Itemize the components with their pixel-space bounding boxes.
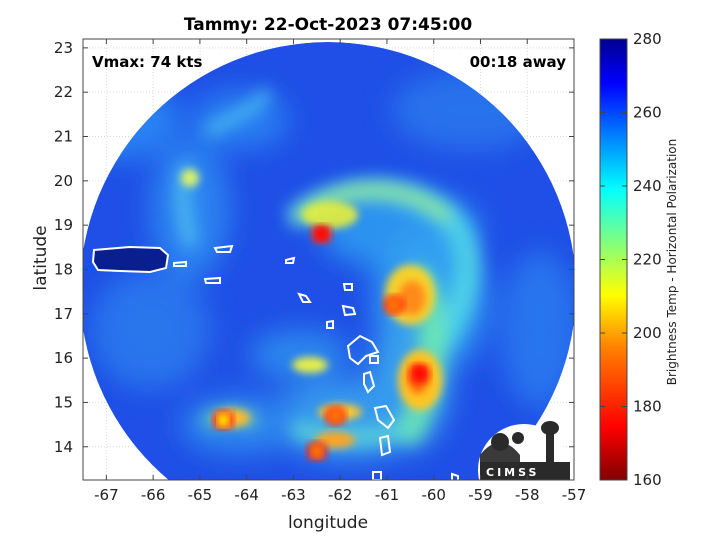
barbuda-coast: [341, 304, 357, 317]
x-axis: -67 -66 -65 -64 -63 -62 -61 -60 -59 -58 -57: [94, 39, 586, 504]
x-tick-label: -64: [234, 486, 259, 504]
virgin-islands-coast: [213, 244, 234, 253]
colorbar-label: Brightness Temp - Horizontal Polarizatio…: [665, 139, 679, 386]
plot-frame: [82, 38, 575, 481]
martinique-coast: [373, 404, 396, 430]
x-tick-label: -59: [468, 486, 493, 504]
core-island-band-cell-2: [324, 405, 347, 426]
x-tick-label: -67: [94, 486, 119, 504]
puerto-rico-coast: [91, 245, 170, 274]
colorbar-tick-label: 280: [633, 30, 662, 48]
core-western-cell: [212, 410, 235, 431]
montserrat-coast: [326, 319, 334, 329]
y-tick-label: 14: [54, 438, 73, 456]
vmax-label: Vmax: 74 kts: [92, 53, 202, 71]
x-axis-label: longitude: [288, 513, 368, 533]
water-tower-icon: [546, 430, 554, 475]
colorbar-ticks: 160 180 200 220 240 260 280: [600, 30, 662, 489]
x-tick-label: -57: [562, 486, 587, 504]
time-offset-label: 00:18 away: [470, 53, 567, 71]
st-croix-coast: [203, 276, 221, 284]
colorbar-tick-label: 160: [633, 471, 662, 489]
colorbar-tick-label: 260: [633, 104, 662, 122]
marie-galante-coast: [369, 355, 379, 364]
guadeloupe-coast: [346, 334, 380, 366]
x-tick-label: -58: [515, 486, 540, 504]
core-island-band-cell-1: [305, 441, 328, 462]
cimss-logo: CIMSS: [478, 421, 570, 480]
satellite-dish-icon: [491, 433, 509, 451]
logo-text: CIMSS: [486, 466, 539, 479]
vieques-coast: [173, 260, 187, 267]
x-tick-label: -63: [281, 486, 306, 504]
y-tick-label: 18: [54, 260, 73, 278]
colorbar-tick-label: 200: [633, 324, 662, 342]
x-tick-label: -62: [328, 486, 353, 504]
y-tick-label: 17: [54, 305, 73, 323]
y-tick-label: 20: [54, 172, 73, 190]
colorbar-tick-label: 240: [633, 177, 662, 195]
coastlines: [91, 244, 459, 480]
anguilla-coast: [285, 256, 296, 264]
y-tick-label: 19: [54, 216, 73, 234]
core-band-north-core: [310, 224, 333, 245]
convective-cores: [212, 224, 431, 462]
x-tick-label: -65: [188, 486, 213, 504]
antigua-coast: [342, 283, 353, 291]
y-axis-label: latitude: [31, 225, 51, 290]
y-tick-label: 15: [54, 393, 73, 411]
x-tick-label: -61: [375, 486, 400, 504]
x-tick-label: -66: [141, 486, 166, 504]
st-lucia-coast: [378, 434, 392, 457]
y-tick-label: 16: [54, 349, 73, 367]
barbados-coast: [451, 472, 459, 480]
st-kitts-coast: [297, 292, 312, 303]
core-eyewall-core-south: [408, 363, 431, 384]
x-tick-label: -60: [421, 486, 446, 504]
dominica-coast: [363, 370, 376, 394]
colorbar-tick-label: 180: [633, 398, 662, 416]
figure-title: Tammy: 22-Oct-2023 07:45:00: [184, 15, 472, 35]
y-tick-label: 22: [54, 83, 73, 101]
y-axis: 14 15 16 17 18 19 20 21 22 23: [54, 39, 574, 456]
y-tick-label: 21: [54, 128, 73, 146]
st-vincent-coast: [372, 471, 382, 480]
colorbar-tick-label: 220: [633, 251, 662, 269]
core-band-east-core: [382, 294, 405, 315]
y-tick-label: 23: [54, 39, 73, 57]
